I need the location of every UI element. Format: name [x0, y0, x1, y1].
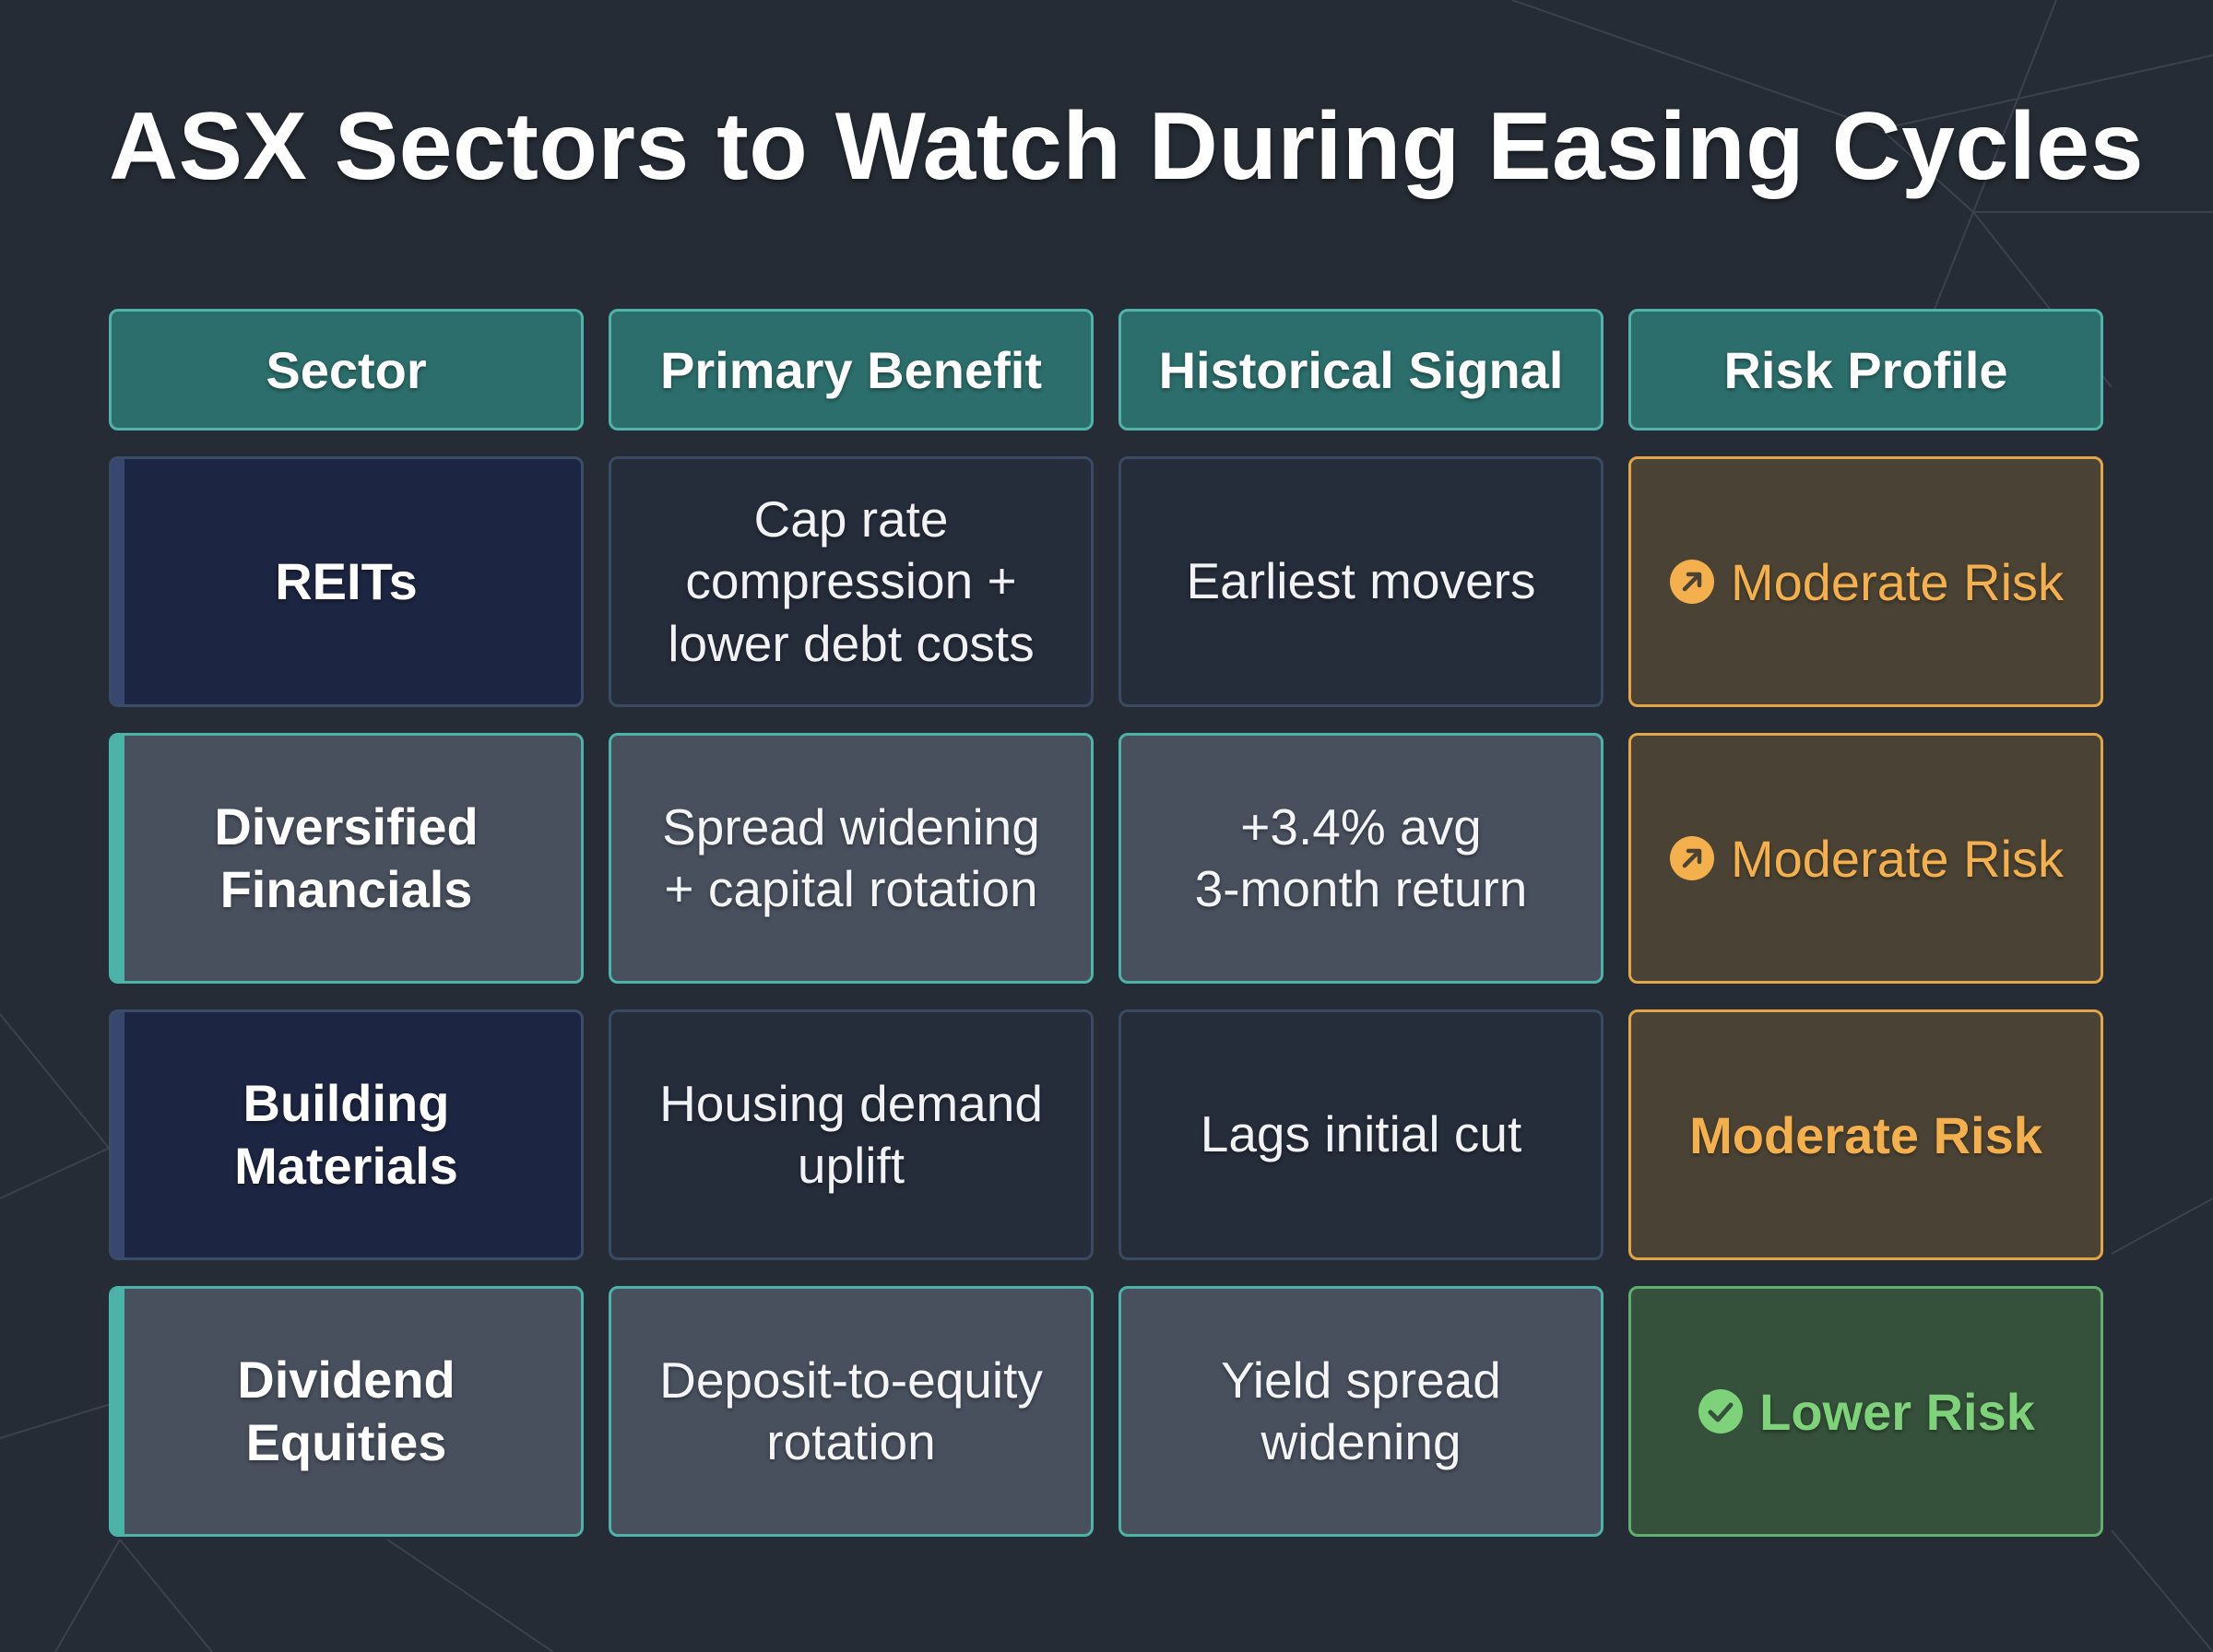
historical-signal-cell: Yield spread widening	[1118, 1286, 1604, 1537]
risk-profile-cell: Moderate Risk	[1628, 456, 2103, 707]
sector-cell: Dividend Equities	[109, 1286, 584, 1537]
sector-name: Building Materials	[234, 1073, 458, 1195]
risk-label: Moderate Risk	[1730, 829, 2065, 888]
primary-benefit-text: Cap rate compression + lower debt costs	[668, 490, 1035, 672]
historical-signal-text: Earliest movers	[1186, 552, 1536, 610]
sector-cell: REITs	[109, 456, 584, 707]
historical-signal-cell: +3.4% avg 3-month return	[1118, 733, 1604, 984]
primary-benefit-cell: Housing demand uplift	[609, 1009, 1094, 1260]
page-title: ASX Sectors to Watch During Easing Cycle…	[109, 93, 2144, 200]
historical-signal-text: +3.4% avg 3-month return	[1194, 797, 1528, 917]
risk-profile-cell: Moderate Risk	[1628, 733, 2103, 984]
primary-benefit-text: Deposit-to-equity rotation	[659, 1351, 1043, 1470]
sector-name: Diversified Financials	[214, 796, 479, 918]
sector-name: REITs	[275, 551, 418, 610]
risk-label: Lower Risk	[1759, 1382, 2035, 1441]
primary-benefit-cell: Spread widening + capital rotation	[609, 733, 1094, 984]
risk-profile-cell: Moderate Risk	[1628, 1009, 2103, 1260]
sectors-table: Sector Primary Benefit Historical Signal…	[109, 309, 2103, 1537]
arrow-up-right-icon	[1669, 836, 1714, 880]
primary-benefit-cell: Cap rate compression + lower debt costs	[609, 456, 1094, 707]
column-header-primary-benefit: Primary Benefit	[609, 309, 1094, 431]
risk-label: Moderate Risk	[1730, 552, 2065, 611]
sector-cell: Diversified Financials	[109, 733, 584, 984]
sector-cell: Building Materials	[109, 1009, 584, 1260]
primary-benefit-cell: Deposit-to-equity rotation	[609, 1286, 1094, 1537]
check-circle-icon	[1698, 1389, 1744, 1434]
primary-benefit-text: Spread widening + capital rotation	[662, 797, 1040, 917]
historical-signal-text: Lags initial cut	[1200, 1105, 1522, 1163]
column-header-risk-profile: Risk Profile	[1628, 309, 2103, 431]
column-header-historical-signal: Historical Signal	[1118, 309, 1604, 431]
historical-signal-text: Yield spread widening	[1221, 1351, 1501, 1470]
column-header-sector: Sector	[109, 309, 584, 431]
risk-profile-cell: Lower Risk	[1628, 1286, 2103, 1537]
arrow-up-right-icon	[1669, 560, 1714, 604]
sector-name: Dividend Equities	[237, 1350, 456, 1471]
risk-label: Moderate Risk	[1689, 1105, 2042, 1164]
historical-signal-cell: Earliest movers	[1118, 456, 1604, 707]
historical-signal-cell: Lags initial cut	[1118, 1009, 1604, 1260]
primary-benefit-text: Housing demand uplift	[659, 1074, 1043, 1194]
